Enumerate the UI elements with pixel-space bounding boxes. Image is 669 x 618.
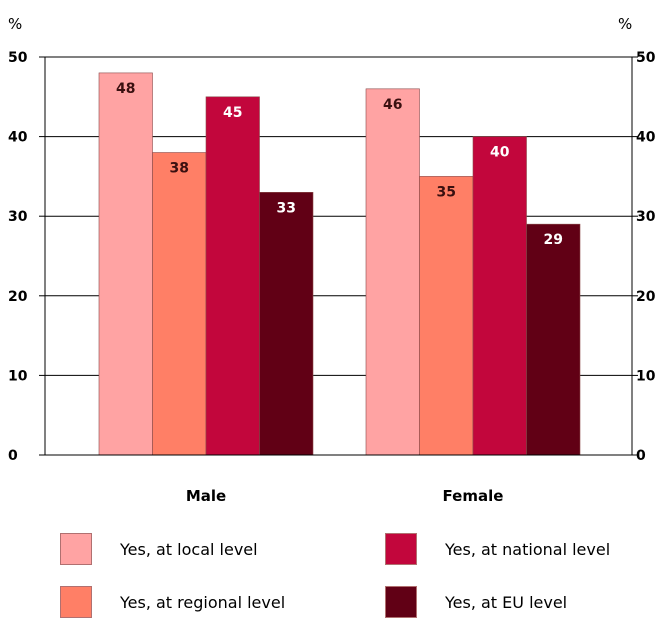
data-label: 38 <box>170 161 189 177</box>
bar-male-2 <box>206 97 260 455</box>
y-tick-label-left: 10 <box>8 368 28 384</box>
bars <box>99 73 580 455</box>
y-tick-label-left: 50 <box>8 50 28 66</box>
data-label: 35 <box>437 184 456 200</box>
bar-male-0 <box>99 73 153 455</box>
bar-female-2 <box>473 137 527 455</box>
category-label-female: Female <box>443 487 504 505</box>
bar-female-1 <box>420 176 474 455</box>
y-tick-label-right: 40 <box>636 130 656 146</box>
data-label: 46 <box>383 97 402 113</box>
bar-female-3 <box>527 224 581 455</box>
bar-male-1 <box>153 153 207 455</box>
data-label: 29 <box>544 232 563 248</box>
y-tick-label-right: 30 <box>636 209 656 225</box>
y-tick-label-right: 20 <box>636 289 656 305</box>
y-tick-label-right: 10 <box>636 368 656 384</box>
data-label: 48 <box>116 81 135 97</box>
y-unit-left: % <box>8 15 22 33</box>
category-label-male: Male <box>186 487 226 505</box>
y-tick-label-left: 20 <box>8 289 28 305</box>
data-label: 33 <box>277 200 296 216</box>
bar-female-0 <box>366 89 420 455</box>
data-label: 45 <box>223 105 242 121</box>
bar-male-3 <box>260 192 314 455</box>
y-tick-label-left: 30 <box>8 209 28 225</box>
y-tick-label-right: 50 <box>636 50 656 66</box>
category-labels: Male Female <box>186 487 504 505</box>
y-tick-label-left: 0 <box>8 448 18 464</box>
y-tick-label-right: 0 <box>636 448 646 464</box>
data-label: 40 <box>490 145 510 161</box>
y-tick-label-left: 40 <box>8 130 28 146</box>
y-unit-right: % <box>618 15 632 33</box>
